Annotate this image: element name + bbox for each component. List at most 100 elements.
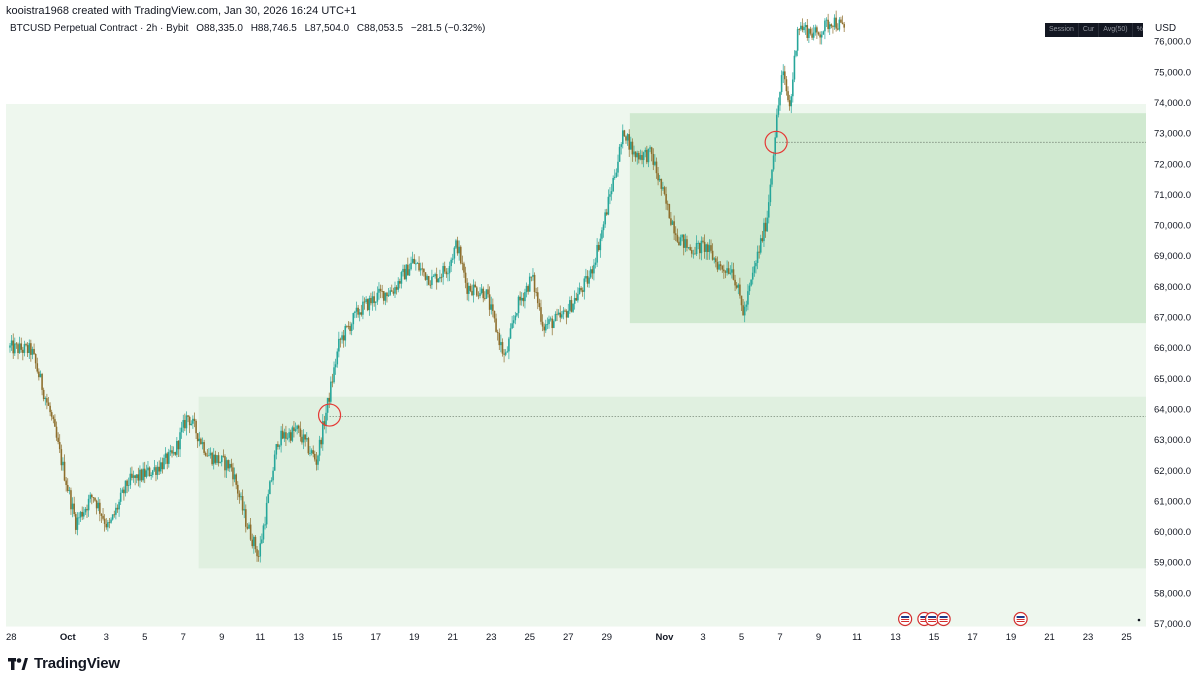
candle-body	[195, 420, 197, 434]
candle-body	[737, 284, 740, 288]
candle-body	[344, 325, 347, 341]
candle-body	[394, 287, 396, 294]
y-tick-label: 61,000.0	[1154, 496, 1191, 507]
candle-body	[742, 305, 744, 316]
candle-body	[82, 512, 85, 517]
currency-label[interactable]: USD	[1155, 23, 1177, 34]
candle-body	[662, 187, 664, 189]
candle-body	[302, 434, 305, 443]
y-tick-label: 65,000.0	[1154, 374, 1191, 385]
symbol-legend: BTCUSD Perpetual Contract · 2h · Bybit O…	[10, 23, 491, 34]
candle-body	[172, 452, 175, 454]
candle-body	[816, 27, 818, 33]
y-tick-label: 71,000.0	[1154, 190, 1191, 201]
candle-body	[827, 19, 829, 30]
candle-body	[330, 381, 332, 402]
candle-body	[564, 310, 566, 312]
candle-body	[280, 430, 282, 446]
candle-body	[124, 480, 127, 494]
candle-body	[469, 285, 472, 291]
candle-body	[792, 79, 794, 97]
ohlc-close: C88,053.5	[356, 23, 404, 34]
candle-body	[743, 306, 746, 316]
candle-body	[625, 136, 627, 141]
candle-body	[567, 310, 570, 318]
candle-body	[779, 92, 781, 106]
candle-body	[286, 437, 289, 439]
candle-body	[275, 444, 278, 455]
x-axis[interactable]: 28 Oct 3 5 7 9 11 13 15 17 19 21 23 25 27 29 Nov 3 5 7 9 11 13…	[6, 632, 1132, 643]
candle-body	[655, 161, 658, 174]
candle-body	[559, 312, 562, 318]
candle-body	[514, 315, 517, 321]
candle-body	[273, 454, 276, 471]
candle-body	[17, 344, 19, 354]
candle-body	[652, 153, 655, 165]
session-toggle[interactable]: Session	[1045, 23, 1079, 37]
candle-body	[211, 452, 213, 465]
event-flags[interactable]	[898, 611, 1141, 627]
candle-body	[569, 300, 571, 311]
candle-body	[179, 432, 181, 450]
candle-body	[798, 29, 801, 30]
candle-body	[463, 263, 465, 273]
candle-body	[55, 426, 58, 438]
candle-body	[695, 243, 698, 255]
x-tick-label: 21	[1044, 632, 1055, 643]
candle-body	[196, 433, 199, 442]
candle-body	[293, 427, 295, 431]
zone-upper	[629, 113, 1146, 324]
candle-body	[536, 292, 539, 304]
candle-body	[604, 212, 606, 225]
candle-body	[289, 432, 292, 441]
candle-body	[283, 432, 286, 439]
candle-body	[384, 292, 387, 301]
candle-body	[785, 79, 788, 92]
candle-body	[201, 442, 204, 445]
candle-body	[814, 27, 817, 33]
candle-body	[440, 276, 443, 278]
candle-body	[439, 276, 441, 279]
tradingview-brand[interactable]: TradingView	[8, 655, 120, 672]
average-toggle[interactable]: Avg(50)	[1099, 23, 1133, 37]
candle-body	[456, 240, 459, 254]
candle-body	[355, 307, 358, 312]
candle-body	[246, 526, 249, 529]
candle-body	[753, 266, 756, 273]
candle-body	[710, 245, 712, 251]
candle-body	[503, 353, 505, 355]
candle-body	[411, 258, 414, 263]
candle-body	[70, 490, 72, 510]
candle-body	[151, 470, 154, 475]
candle-body	[74, 514, 77, 530]
candle-body	[262, 525, 265, 540]
candle-body	[176, 440, 178, 455]
candle-body	[451, 258, 454, 260]
candle-body	[389, 290, 391, 295]
candle-body	[267, 494, 270, 503]
x-tick-label: 15	[929, 632, 940, 643]
percent-toggle[interactable]: %	[1136, 26, 1143, 33]
candle-body	[472, 284, 475, 296]
candle-body	[249, 524, 252, 540]
x-tick-label: 3	[104, 632, 109, 643]
candle-body	[49, 405, 51, 413]
us-flag-canton-icon	[901, 616, 910, 618]
y-axis[interactable]: 57,000.0 58,000.0 59,000.0 60,000.0 61,000.0…	[1154, 37, 1191, 630]
candle-body	[358, 312, 361, 315]
candle-body	[432, 276, 435, 277]
y-tick-label: 66,000.0	[1154, 343, 1191, 354]
marker-circle	[317, 403, 342, 427]
candle-body	[755, 262, 757, 267]
candle-body	[78, 517, 80, 519]
candle-body	[333, 367, 335, 383]
currency-toggle[interactable]: Cur	[1079, 23, 1100, 37]
symbol-title[interactable]: BTCUSD Perpetual Contract · 2h · Bybit	[10, 23, 189, 34]
candle-body	[833, 17, 836, 27]
candle-body	[572, 303, 574, 312]
candle-body	[168, 452, 170, 464]
x-tick-label: 28	[6, 632, 17, 643]
candle-body	[684, 239, 687, 248]
candle-body	[751, 272, 754, 280]
